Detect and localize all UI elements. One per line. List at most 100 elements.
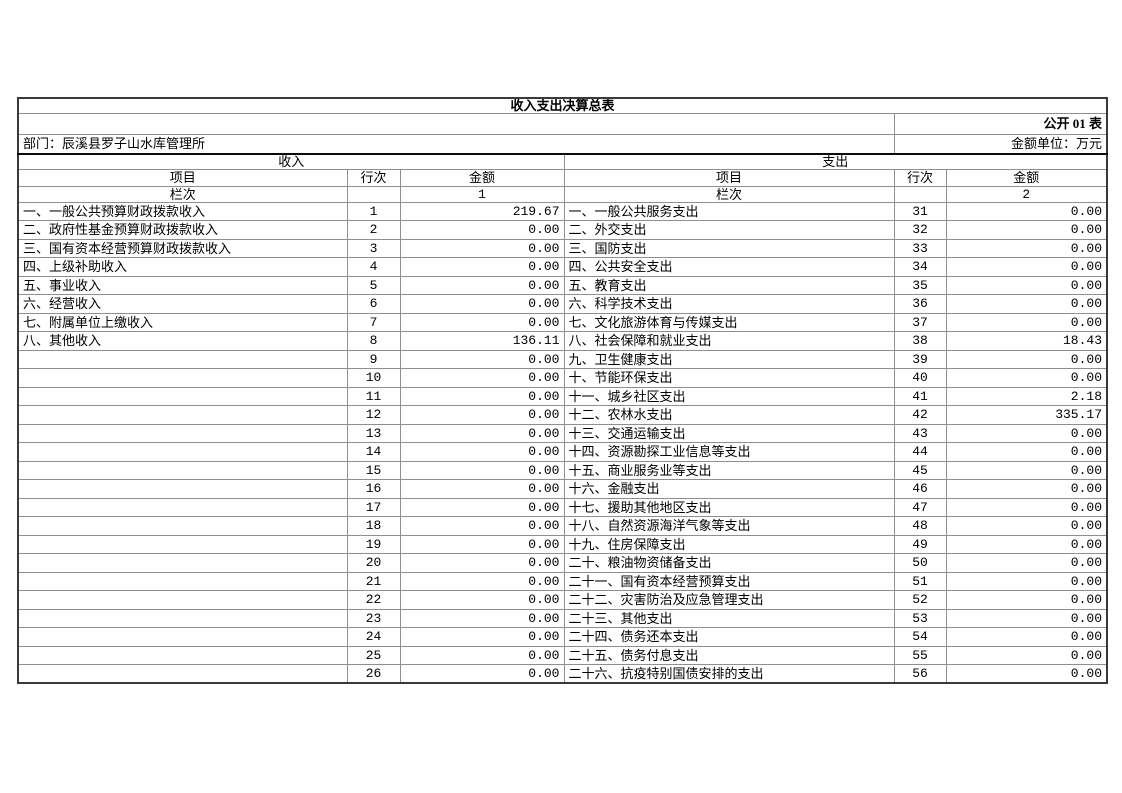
income-amount-cell: 0.00 (399, 497, 565, 517)
expense-item-cell: 二十六、抗疫特别国债安排的支出 (563, 664, 895, 684)
income-amount-cell: 219.67 (399, 201, 565, 221)
income-rowno-cell: 23 (346, 608, 401, 628)
income-amount-cell: 0.00 (399, 571, 565, 591)
income-item-cell (17, 497, 348, 517)
income-rowno-cell: 7 (346, 312, 401, 332)
expense-item-cell: 九、卫生健康支出 (563, 349, 895, 369)
expense-item-cell: 十二、农林水支出 (563, 405, 895, 425)
expense-item-cell: 十九、住房保障支出 (563, 534, 895, 554)
income-rowno-cell: 1 (346, 201, 401, 221)
expense-item-cell: 十三、交通运输支出 (563, 423, 895, 443)
expense-rowno-cell: 45 (893, 460, 947, 480)
income-rowno-cell: 8 (346, 331, 401, 351)
expense-amount-cell: 18.43 (945, 331, 1108, 351)
table-row: 21 0.00 二十一、国有资本经营预算支出 51 0.00 (17, 571, 1108, 591)
expense-amount-header: 金额 (945, 168, 1108, 187)
income-item-cell: 四、上级补助收入 (17, 257, 348, 277)
table-row: 15 0.00 十五、商业服务业等支出 45 0.00 (17, 460, 1108, 480)
income-amount-cell: 0.00 (399, 590, 565, 610)
income-item-cell: 二、政府性基金预算财政拨款收入 (17, 220, 348, 240)
income-rowno-cell: 22 (346, 590, 401, 610)
income-amount-cell: 0.00 (399, 312, 565, 332)
income-rowno-cell: 3 (346, 238, 401, 258)
expense-amount-cell: 0.00 (945, 645, 1108, 665)
expense-rowno-cell: 56 (893, 664, 947, 684)
table-row: 24 0.00 二十四、债务还本支出 54 0.00 (17, 627, 1108, 647)
income-amount-cell: 0.00 (399, 423, 565, 443)
income-column-label: 栏次 (17, 185, 348, 203)
table-row: 10 0.00 十、节能环保支出 40 0.00 (17, 368, 1108, 388)
income-item-cell (17, 608, 348, 628)
table-row: 25 0.00 二十五、债务付息支出 55 0.00 (17, 645, 1108, 665)
table-row: 三、国有资本经营预算财政拨款收入 3 0.00 三、国防支出 33 0.00 (17, 238, 1108, 258)
income-amount-cell: 0.00 (399, 553, 565, 573)
expense-rowno-cell: 53 (893, 608, 947, 628)
expense-rowno-header: 行次 (893, 168, 947, 187)
table-code-row: 公开 01 表 (17, 112, 1108, 135)
income-rowno-cell: 20 (346, 553, 401, 573)
table-row: 五、事业收入 5 0.00 五、教育支出 35 0.00 (17, 275, 1108, 295)
expense-item-cell: 三、国防支出 (563, 238, 895, 258)
expense-amount-cell: 0.00 (945, 497, 1108, 517)
expense-rowno-cell: 39 (893, 349, 947, 369)
expense-item-cell: 十四、资源勘探工业信息等支出 (563, 442, 895, 462)
income-rowno-cell: 24 (346, 627, 401, 647)
expense-amount-cell: 0.00 (945, 553, 1108, 573)
table-body: 收入支出决算总表 公开 01 表 部门：辰溪县罗子山水库管理所 金额单位：万元 … (17, 97, 1108, 684)
expense-rowno-cell: 33 (893, 238, 947, 258)
expense-section-header: 支出 (563, 153, 1108, 170)
income-amount-cell: 0.00 (399, 645, 565, 665)
expense-amount-cell: 0.00 (945, 220, 1108, 240)
column-header-row: 项目 行次 金额 项目 行次 金额 (17, 168, 1108, 187)
expense-item-cell: 十七、援助其他地区支出 (563, 497, 895, 517)
income-item-cell (17, 534, 348, 554)
income-amount-cell: 0.00 (399, 257, 565, 277)
expense-item-header: 项目 (563, 168, 895, 187)
expense-amount-cell: 0.00 (945, 571, 1108, 591)
expense-amount-cell: 0.00 (945, 608, 1108, 628)
table-code-label: 公开 01 表 (893, 112, 1108, 135)
income-item-cell (17, 516, 348, 536)
expense-item-cell: 二十四、债务还本支出 (563, 627, 895, 647)
income-item-cell (17, 590, 348, 610)
expense-item-cell: 二十五、债务付息支出 (563, 645, 895, 665)
table-row: 12 0.00 十二、农林水支出 42 335.17 (17, 405, 1108, 425)
expense-rowno-cell: 50 (893, 553, 947, 573)
income-item-cell: 六、经营收入 (17, 294, 348, 314)
expense-rowno-cell: 36 (893, 294, 947, 314)
income-item-cell (17, 368, 348, 388)
expense-item-cell: 二十、粮油物资储备支出 (563, 553, 895, 573)
income-rowno-cell: 19 (346, 534, 401, 554)
department-row: 部门：辰溪县罗子山水库管理所 金额单位：万元 (17, 133, 1108, 155)
expense-column-no: 2 (945, 185, 1108, 203)
expense-amount-cell: 2.18 (945, 386, 1108, 406)
page-title: 收入支出决算总表 (17, 97, 1108, 114)
expense-rowno-cell: 55 (893, 645, 947, 665)
table-row: 20 0.00 二十、粮油物资储备支出 50 0.00 (17, 553, 1108, 573)
income-rowno-blank (346, 185, 401, 203)
income-amount-cell: 0.00 (399, 460, 565, 480)
expense-item-cell: 十八、自然资源海洋气象等支出 (563, 516, 895, 536)
table-row: 19 0.00 十九、住房保障支出 49 0.00 (17, 534, 1108, 554)
expense-rowno-cell: 48 (893, 516, 947, 536)
income-amount-cell: 0.00 (399, 294, 565, 314)
income-item-cell (17, 386, 348, 406)
expense-amount-cell: 0.00 (945, 294, 1108, 314)
expense-rowno-cell: 43 (893, 423, 947, 443)
income-amount-cell: 0.00 (399, 405, 565, 425)
income-rowno-cell: 16 (346, 479, 401, 499)
income-item-cell (17, 571, 348, 591)
table-row: 11 0.00 十一、城乡社区支出 41 2.18 (17, 386, 1108, 406)
expense-rowno-cell: 37 (893, 312, 947, 332)
income-amount-cell: 0.00 (399, 627, 565, 647)
income-rowno-cell: 12 (346, 405, 401, 425)
income-amount-cell: 0.00 (399, 275, 565, 295)
expense-item-cell: 八、社会保障和就业支出 (563, 331, 895, 351)
summary-table: 收入支出决算总表 公开 01 表 部门：辰溪县罗子山水库管理所 金额单位：万元 … (17, 97, 1109, 684)
income-item-cell (17, 664, 348, 684)
expense-rowno-cell: 54 (893, 627, 947, 647)
expense-item-cell: 二十一、国有资本经营预算支出 (563, 571, 895, 591)
table-row: 23 0.00 二十三、其他支出 53 0.00 (17, 608, 1108, 628)
expense-rowno-cell: 46 (893, 479, 947, 499)
expense-amount-cell: 0.00 (945, 442, 1108, 462)
